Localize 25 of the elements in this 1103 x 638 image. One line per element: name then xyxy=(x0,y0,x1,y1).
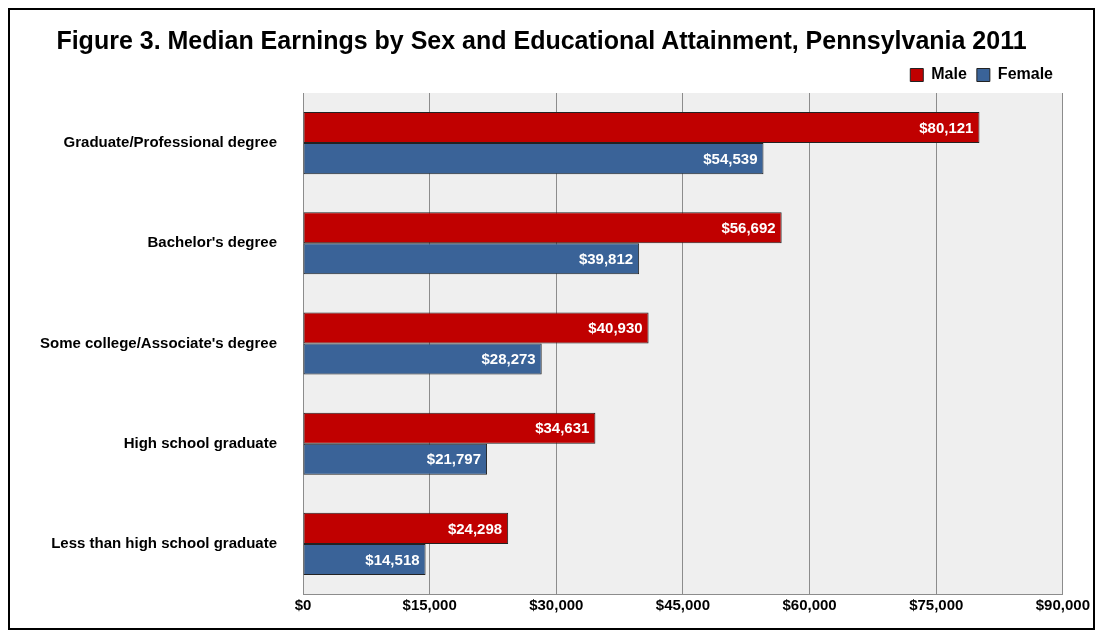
y-tick-label: High school graduate xyxy=(123,433,277,451)
data-label: $28,273 xyxy=(481,350,536,368)
x-tick-label: $30,000 xyxy=(529,596,584,614)
data-label: $54,539 xyxy=(703,149,758,167)
data-label: $40,930 xyxy=(588,319,643,337)
y-tick-label: Graduate/Professional degree xyxy=(63,133,277,151)
x-tick-label: $45,000 xyxy=(655,596,711,614)
x-tick-label: $60,000 xyxy=(782,596,837,614)
y-tick-label: Bachelor's degree xyxy=(147,233,277,251)
data-label: $56,692 xyxy=(721,218,776,236)
legend-label: Female xyxy=(997,65,1054,83)
y-tick-label: Some college/Associate's degree xyxy=(39,333,277,351)
data-label: $39,812 xyxy=(578,249,634,267)
legend-label: Male xyxy=(931,65,967,83)
y-tick-label: Less than high school graduate xyxy=(51,534,277,552)
x-tick-label: $90,000 xyxy=(1035,596,1091,614)
x-tick-label: $0 xyxy=(294,596,312,614)
data-label: $34,631 xyxy=(535,419,590,437)
x-tick-label: $15,000 xyxy=(402,596,457,614)
data-label: $24,298 xyxy=(447,519,503,537)
data-label: $14,518 xyxy=(365,550,420,568)
chart-title: Figure 3. Median Earnings by Sex and Educational Attainment, Pennsylvania 2011 xyxy=(56,25,1027,54)
x-tick-label: $75,000 xyxy=(909,596,964,614)
data-label: $80,121 xyxy=(919,118,974,136)
data-label: $21,797 xyxy=(426,450,482,468)
